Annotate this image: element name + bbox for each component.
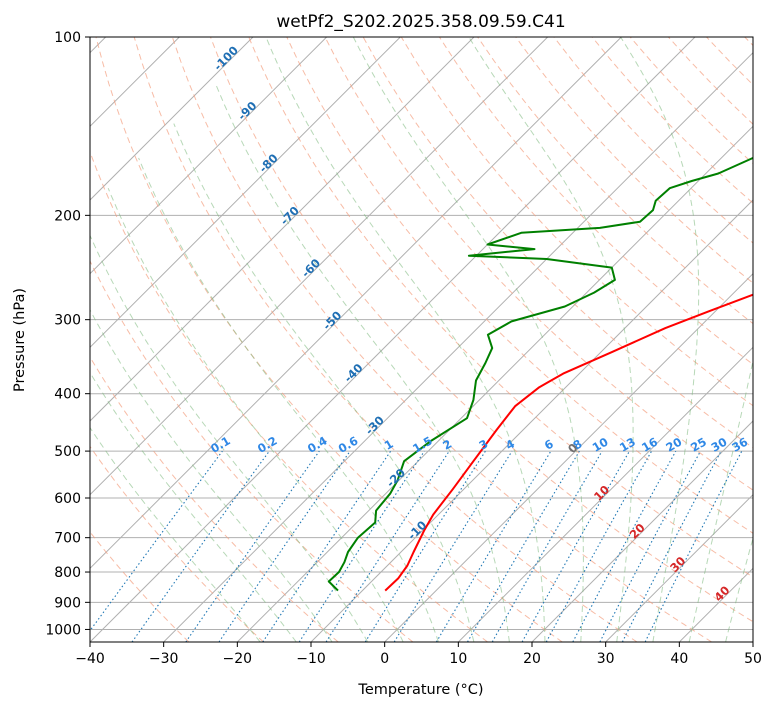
dry-adiabat-line bbox=[90, 356, 339, 642]
x-tick-label: 0 bbox=[380, 651, 389, 667]
mixing-ratio-label: 20 bbox=[663, 435, 684, 455]
isotherm-line bbox=[90, 37, 696, 642]
x-tick-label: 40 bbox=[670, 651, 688, 667]
y-axis-label: Pressure (hPa) bbox=[12, 288, 28, 392]
isotherm-line bbox=[90, 37, 622, 570]
moist-adiabat-line bbox=[688, 358, 753, 642]
isotherm-line bbox=[163, 51, 753, 642]
chart-title: wetPf2_S202.2025.358.09.59.C41 bbox=[276, 12, 565, 32]
x-tick-label: 50 bbox=[744, 651, 762, 667]
dry-adiabat-line bbox=[90, 259, 414, 642]
mixing-ratio-label: 16 bbox=[639, 435, 660, 455]
moist-adiabat-line bbox=[725, 536, 753, 642]
x-tick-label: 10 bbox=[449, 651, 467, 667]
dry-adiabat-line bbox=[248, 37, 753, 578]
mixing-ratio-line bbox=[644, 450, 743, 642]
moist-adiabat-line bbox=[90, 234, 369, 642]
dry-adiabat-line bbox=[324, 37, 753, 491]
moist-adiabat-line bbox=[352, 37, 584, 642]
y-tick-label: 600 bbox=[54, 491, 81, 507]
moist-adiabat-line bbox=[90, 308, 333, 642]
mixing-ratio-line bbox=[393, 450, 513, 642]
dry-adiabat-line bbox=[210, 37, 753, 623]
y-tick-label: 900 bbox=[54, 595, 81, 611]
y-tick-label: 200 bbox=[54, 208, 81, 224]
x-tick-label: −10 bbox=[296, 651, 326, 667]
mixing-ratio-label: 25 bbox=[688, 435, 709, 455]
moist-adiabat-line bbox=[620, 37, 700, 642]
y-tick-label: 1000 bbox=[45, 622, 81, 638]
x-tick-label: −30 bbox=[149, 651, 179, 667]
mixing-ratio-line bbox=[545, 450, 653, 642]
dewpoint-line bbox=[327, 156, 753, 592]
isotherm-line bbox=[236, 125, 753, 642]
profile-lines bbox=[327, 156, 753, 592]
mixing-ratio-line bbox=[262, 450, 392, 642]
mixing-ratio-line bbox=[185, 450, 320, 642]
dry-adiabat-line bbox=[171, 37, 712, 642]
y-tick-label: 700 bbox=[54, 531, 81, 547]
moist-adiabat-line bbox=[173, 123, 475, 642]
moist-adiabat-line bbox=[90, 426, 261, 642]
isotherm-line bbox=[90, 37, 475, 422]
dry-adiabat-line bbox=[133, 37, 638, 642]
moist-adiabat-line bbox=[138, 157, 439, 642]
isotherm-line bbox=[90, 37, 328, 275]
moist-adiabat-line bbox=[107, 188, 404, 642]
x-axis-label: Temperature (°C) bbox=[357, 682, 483, 698]
isotherm-line bbox=[90, 37, 549, 496]
y-tick-label: 400 bbox=[54, 387, 81, 403]
moist-adiabat-line bbox=[90, 371, 297, 642]
mixing-ratio-line bbox=[298, 450, 425, 642]
mixing-ratio-line bbox=[572, 450, 677, 642]
mixing-ratio-label: 10 bbox=[590, 435, 611, 455]
mixing-ratio-line bbox=[131, 450, 270, 642]
x-tick-label: −40 bbox=[75, 651, 105, 667]
plot-frame bbox=[89, 36, 754, 643]
mixing-ratio-label: 36 bbox=[729, 435, 750, 455]
axes: −40 −30 −20 −10 0 10 20 30 40 50 100 200 300 400 500 60… bbox=[45, 30, 762, 667]
y-tick-label: 500 bbox=[54, 444, 81, 460]
dry-adiabat-line bbox=[95, 37, 563, 642]
isotherm-line bbox=[531, 420, 753, 642]
mixing-ratio-label: 30 bbox=[709, 435, 730, 455]
isotherm-line bbox=[90, 37, 254, 201]
mixing-ratio-line bbox=[325, 450, 450, 642]
dry-adiabat-line bbox=[515, 37, 753, 284]
dry-adiabat-line bbox=[286, 37, 753, 534]
isotherm-line bbox=[605, 493, 753, 642]
x-tick-label: −20 bbox=[223, 651, 253, 667]
x-tick-label: 20 bbox=[523, 651, 541, 667]
isotherm-line bbox=[90, 37, 401, 349]
mixing-ratio-line bbox=[521, 450, 630, 642]
background-lines bbox=[90, 37, 753, 642]
mixing-ratio-label: 13 bbox=[617, 435, 638, 455]
y-tick-label: 800 bbox=[54, 565, 81, 581]
dry-adiabat-line bbox=[90, 445, 264, 642]
temperature-line bbox=[384, 293, 753, 592]
isotherm-line bbox=[457, 346, 753, 642]
isotherm-line bbox=[384, 272, 753, 642]
x-tick-label: 30 bbox=[597, 651, 615, 667]
y-tick-label: 100 bbox=[54, 30, 81, 46]
moist-adiabat-line bbox=[215, 83, 510, 642]
mixing-ratio-line bbox=[218, 450, 351, 642]
moist-adiabat-line bbox=[265, 37, 546, 642]
y-tick-label: 300 bbox=[54, 313, 81, 329]
mixing-ratio-line bbox=[90, 450, 223, 632]
